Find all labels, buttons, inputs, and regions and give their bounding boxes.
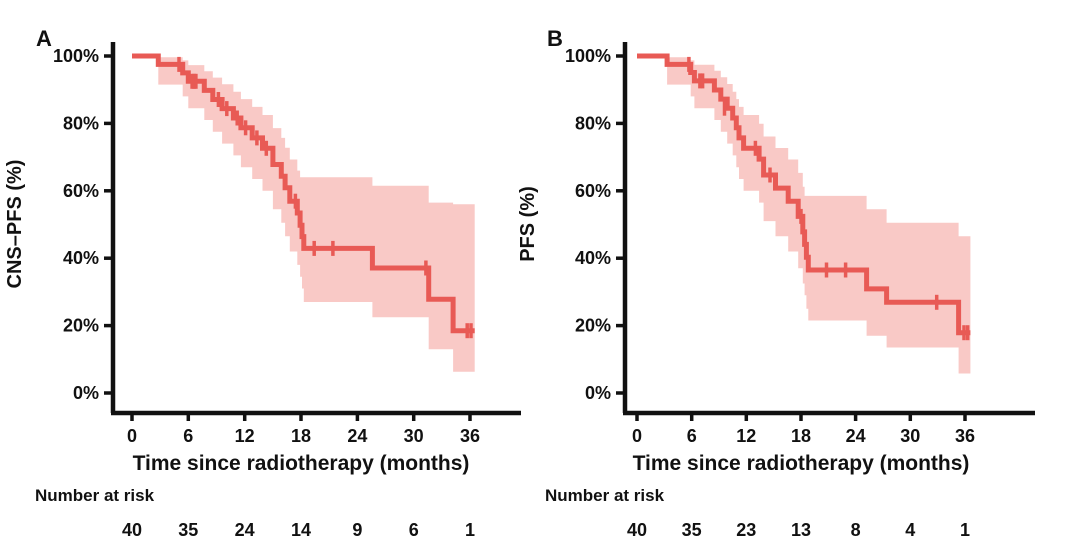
x-tick-label: 12 (235, 426, 255, 446)
survival-curve (132, 53, 475, 334)
risk-count: 1 (465, 520, 475, 540)
risk-count: 1 (960, 520, 970, 540)
x-axis-title: Time since radiotherapy (months) (133, 452, 470, 475)
x-tick-label: 24 (347, 426, 367, 446)
risk-count: 8 (851, 520, 861, 540)
y-tick-label: 100% (565, 46, 611, 66)
censor-marks (177, 56, 473, 339)
risk-table-header: Number at risk (35, 486, 155, 505)
x-tick-label: 0 (632, 426, 642, 446)
y-tick-label: 40% (575, 248, 611, 268)
x-tick-label: 24 (846, 426, 866, 446)
x-tick-label: 12 (736, 426, 756, 446)
x-axis-title: Time since radiotherapy (months) (633, 452, 970, 475)
panel-label: B (547, 26, 563, 51)
y-tick-label: 60% (575, 181, 611, 201)
confidence-band (158, 57, 475, 372)
risk-count: 40 (122, 520, 142, 540)
x-tick-label: 36 (955, 426, 975, 446)
y-axis-title: CNS–PFS (%) (4, 160, 26, 289)
y-tick-label: 80% (575, 113, 611, 133)
risk-count: 23 (736, 520, 756, 540)
y-tick-label: 20% (575, 316, 611, 336)
risk-count: 24 (235, 520, 255, 540)
risk-count: 9 (352, 520, 362, 540)
x-tick-label: 18 (291, 426, 311, 446)
x-tick-label: 18 (791, 426, 811, 446)
risk-count: 13 (791, 520, 811, 540)
x-tick-label: 6 (687, 426, 697, 446)
y-tick-label: 40% (63, 248, 99, 268)
panel-a: 100% 80% 60% 40% 20% 0% 0 6 12 18 24 30 36 Time since… (4, 26, 521, 540)
y-axis-title: PFS (%) (517, 186, 539, 262)
x-tick-label: 30 (900, 426, 920, 446)
y-tick-label: 80% (63, 113, 99, 133)
x-tick-label: 6 (183, 426, 193, 446)
y-tick-label: 60% (63, 181, 99, 201)
risk-count: 4 (905, 520, 915, 540)
risk-count: 14 (291, 520, 311, 540)
censor-marks (687, 56, 970, 341)
x-tick-label: 36 (460, 426, 480, 446)
risk-count: 35 (682, 520, 702, 540)
panel-label: A (36, 26, 52, 51)
risk-table-header: Number at risk (545, 486, 665, 505)
risk-count: 35 (178, 520, 198, 540)
y-tick-label: 0% (73, 383, 99, 403)
x-tick-label: 30 (404, 426, 424, 446)
y-tick-label: 100% (53, 46, 99, 66)
y-tick-label: 0% (585, 383, 611, 403)
risk-count: 40 (627, 520, 647, 540)
x-tick-label: 0 (127, 426, 137, 446)
confidence-band (667, 57, 971, 374)
y-tick-label: 20% (63, 316, 99, 336)
risk-count: 6 (409, 520, 419, 540)
survival-curve (637, 53, 971, 336)
